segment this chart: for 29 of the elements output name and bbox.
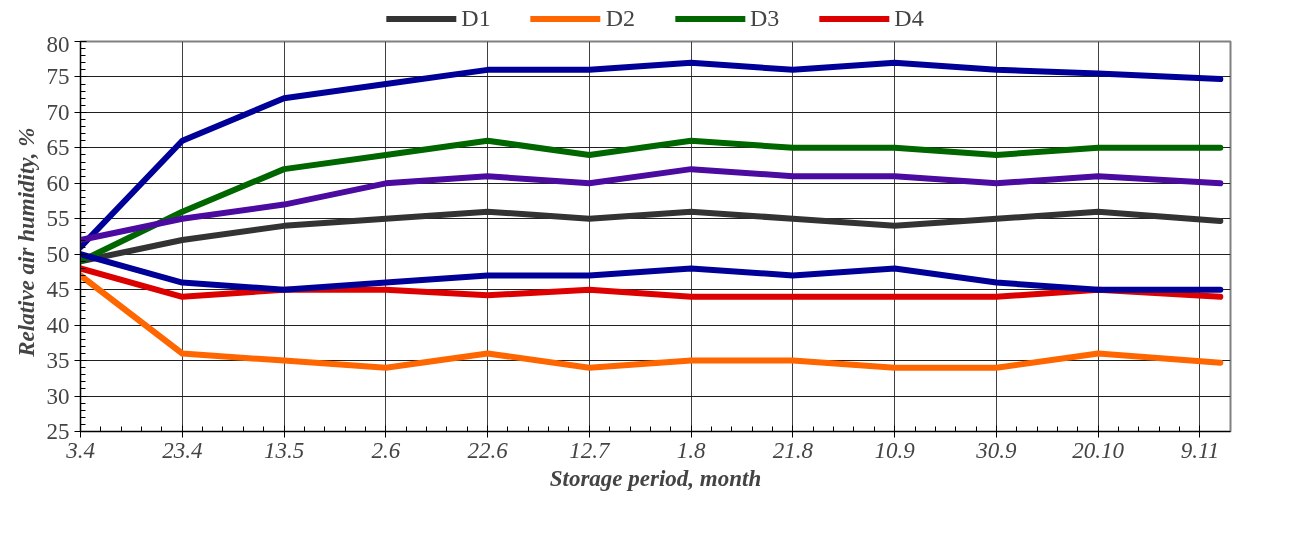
x-tick-label: 23.4 bbox=[162, 437, 203, 463]
y-tick-label: 35 bbox=[46, 348, 70, 374]
y-tick-label: 65 bbox=[46, 135, 70, 161]
x-tick-label: 22.6 bbox=[467, 437, 509, 463]
y-tick-label: 50 bbox=[46, 241, 70, 267]
legend-label: D2 bbox=[605, 4, 635, 32]
x-tick-label: 13.5 bbox=[263, 437, 305, 463]
x-tick-label: 12.7 bbox=[569, 437, 611, 463]
y-axis-title: Relative air humidity, % bbox=[13, 127, 39, 358]
y-tick-label: 40 bbox=[46, 312, 70, 338]
y-tick-label: 70 bbox=[46, 99, 70, 125]
y-tick-label: 75 bbox=[46, 64, 70, 90]
x-tick-label: 1.8 bbox=[676, 437, 706, 463]
y-tick-label: 60 bbox=[46, 170, 70, 196]
legend-label: D4 bbox=[894, 4, 924, 32]
x-tick-label: 30.9 bbox=[975, 437, 1018, 463]
legend-label: D1 bbox=[461, 4, 491, 32]
x-tick-label: 21.8 bbox=[772, 437, 814, 463]
x-tick-label: 2.6 bbox=[371, 437, 401, 463]
y-tick-label: 30 bbox=[46, 383, 70, 409]
y-tick-label: 55 bbox=[46, 206, 70, 232]
y-tick-label: 45 bbox=[46, 277, 70, 303]
x-tick-label: 10.9 bbox=[874, 437, 916, 463]
y-tick-label: 80 bbox=[46, 31, 70, 57]
x-tick-label: 20.10 bbox=[1072, 437, 1125, 463]
legend-label: D3 bbox=[750, 4, 780, 32]
x-tick-label: 9.11 bbox=[1180, 437, 1220, 463]
y-tick-label: 25 bbox=[46, 419, 70, 444]
x-axis-title: Storage period, month bbox=[549, 465, 762, 491]
